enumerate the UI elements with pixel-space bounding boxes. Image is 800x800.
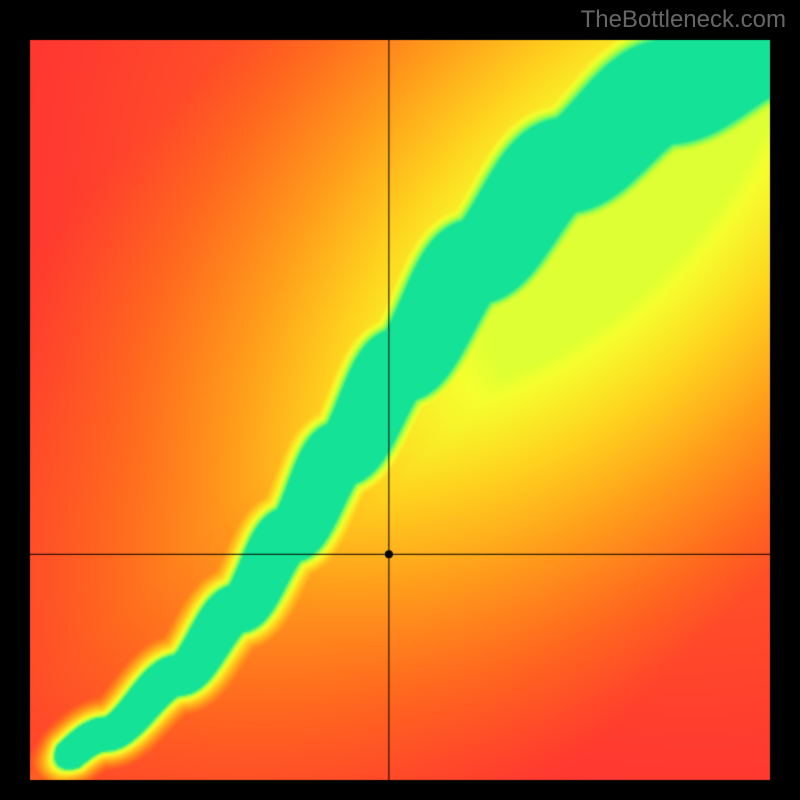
watermark-text: TheBottleneck.com xyxy=(581,6,786,34)
chart-container: TheBottleneck.com xyxy=(0,0,800,800)
bottleneck-heatmap xyxy=(0,0,800,800)
